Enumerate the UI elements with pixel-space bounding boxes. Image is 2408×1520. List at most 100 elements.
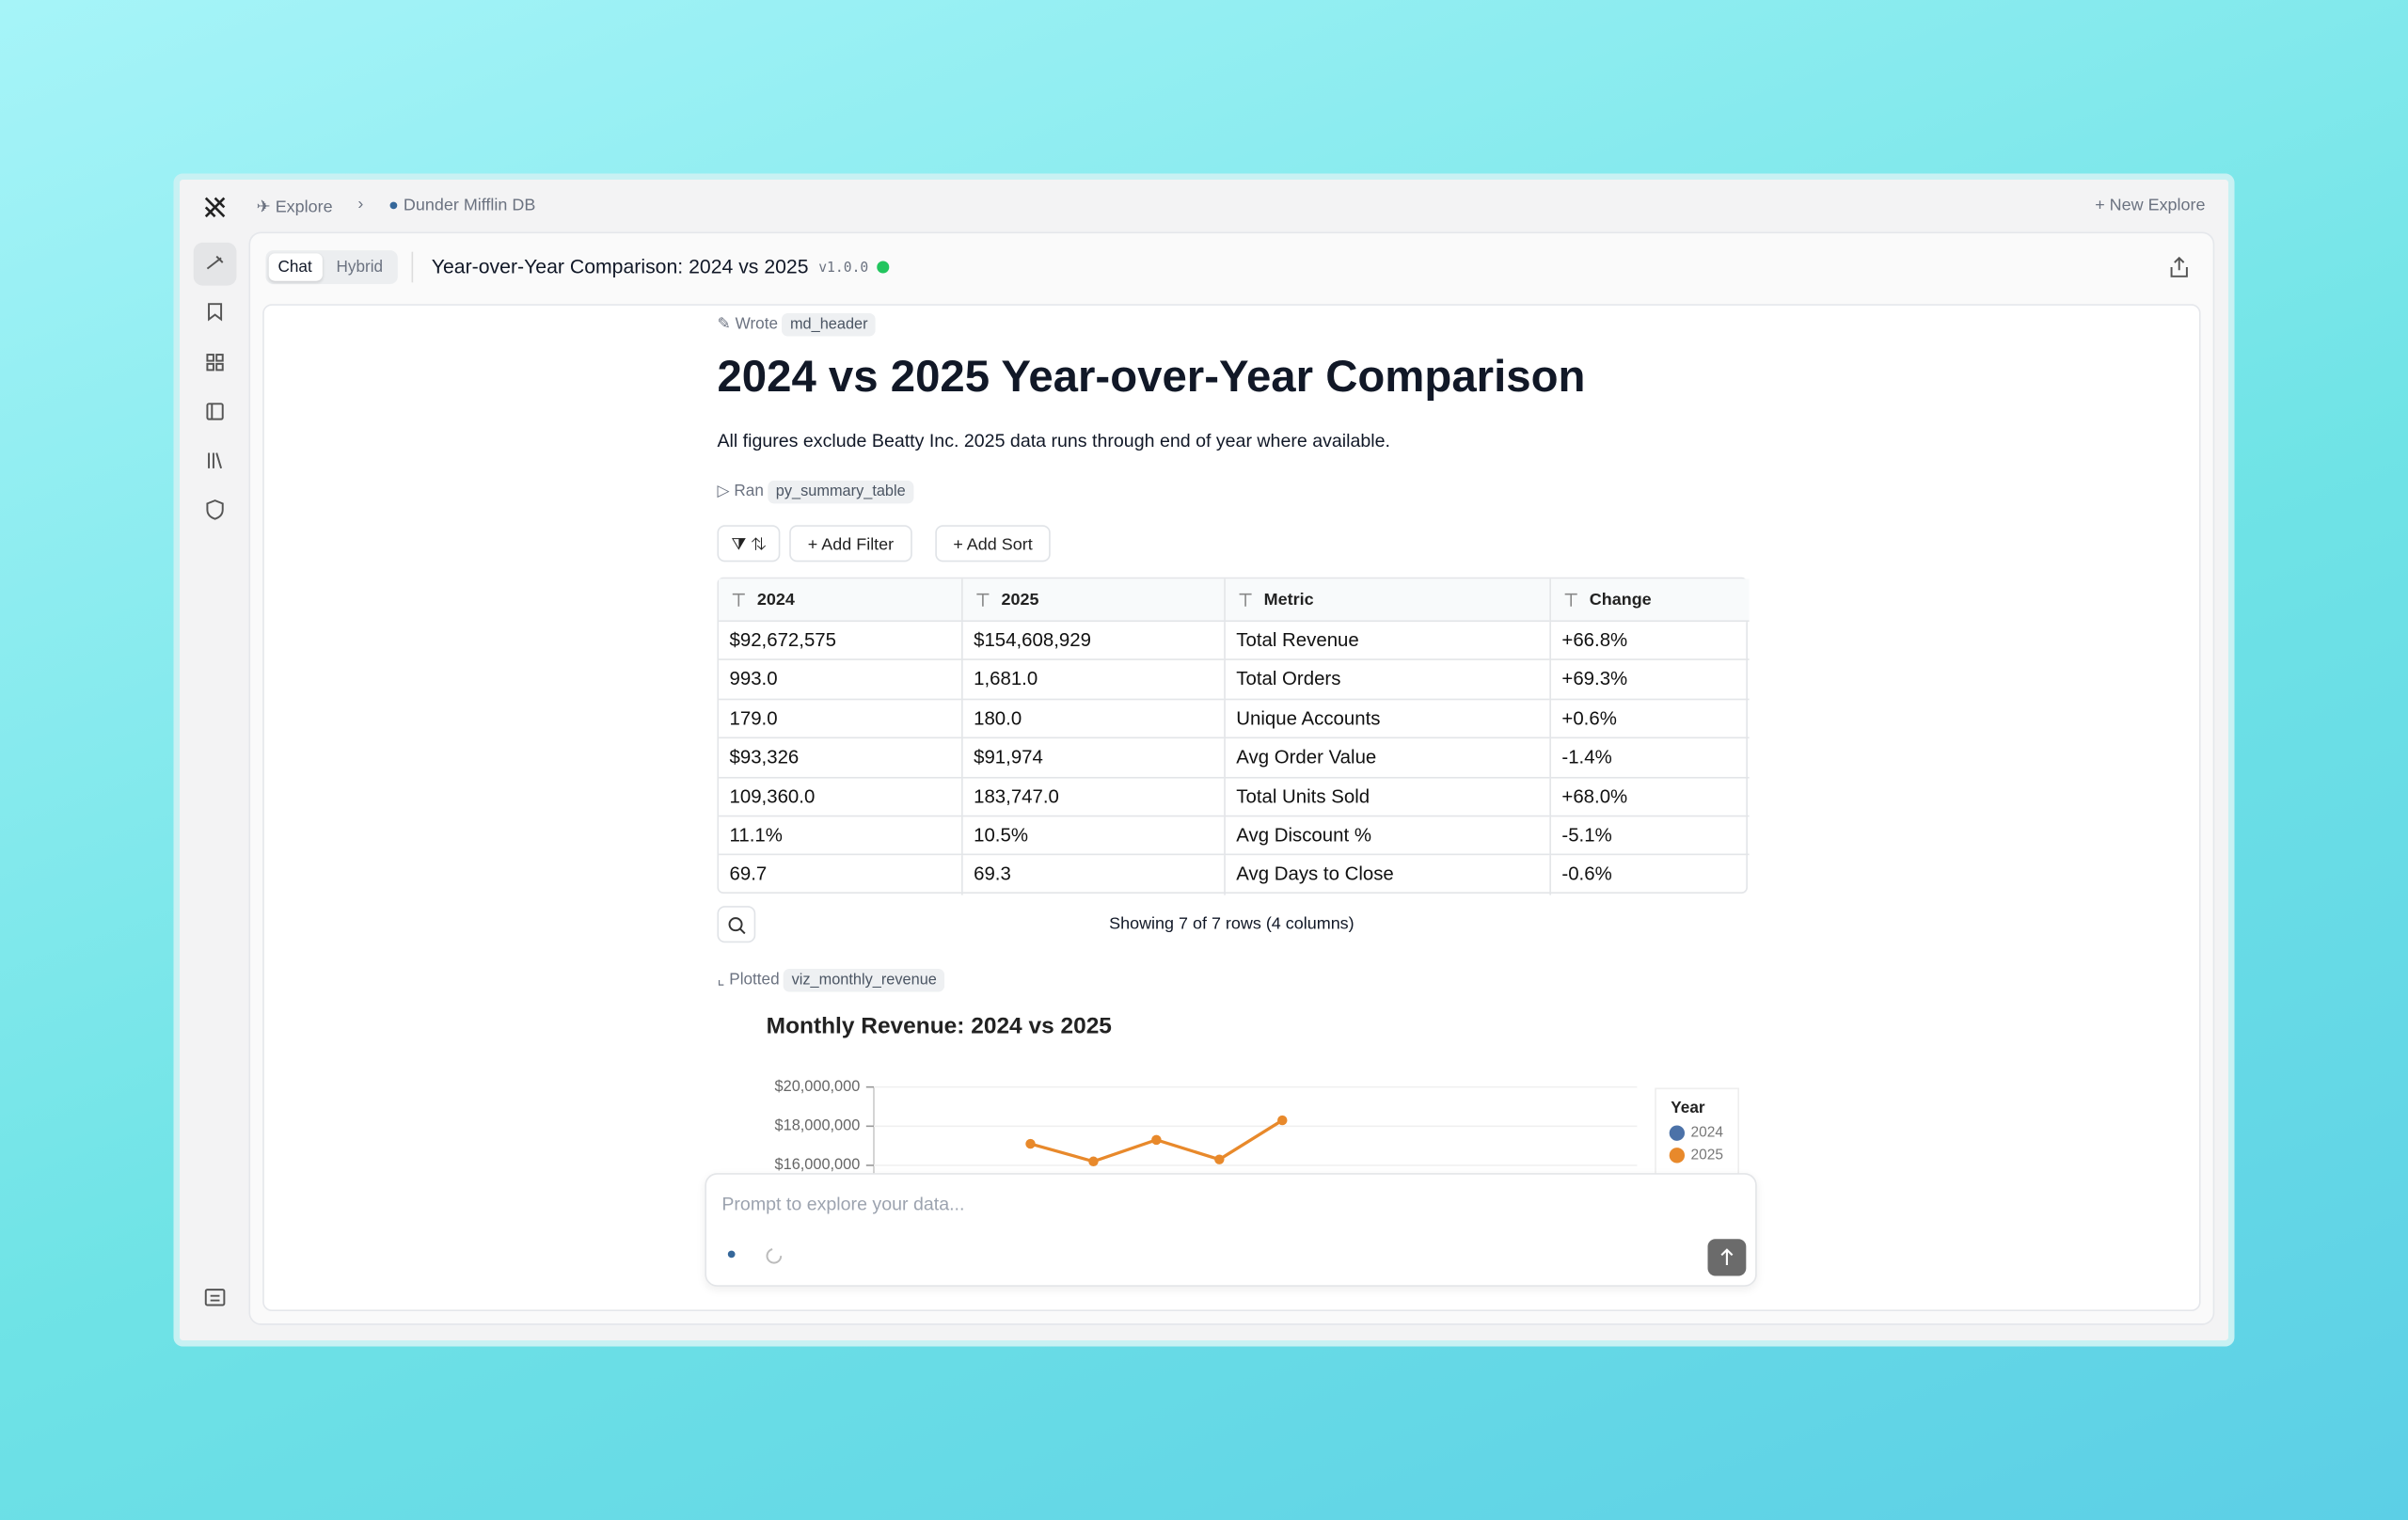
legend-title: Year [1671, 1098, 1705, 1116]
table-cell: 179.0 [719, 700, 962, 739]
spinner [766, 1247, 783, 1264]
table-cell: 11.1% [719, 816, 962, 856]
y-tick-label: $18,000,000 [775, 1117, 861, 1134]
step: ⌞ Plotted viz_monthly_revenue [717, 968, 945, 992]
table-cell: Avg Days to Close [1224, 855, 1549, 895]
column-header: Change [1549, 578, 1750, 623]
breadcrumb-text[interactable]: Dunder Mifflin DB [403, 196, 536, 215]
table-cell: $91,974 [961, 738, 1225, 778]
prompt-input[interactable]: Prompt to explore your data... [721, 1193, 965, 1215]
new-explore[interactable]: + New Explore [2095, 196, 2206, 215]
table-cell: 69.7 [729, 863, 768, 885]
column-name: 2024 [756, 591, 795, 610]
table-cell: 993.0 [719, 661, 962, 700]
type-icon [1239, 593, 1252, 607]
point [1088, 1156, 1099, 1166]
table-cell: $92,672,575 [719, 622, 962, 661]
legend-swatch [1669, 1125, 1686, 1141]
filter-sort-button[interactable]: ⧩ ⇅ [717, 525, 781, 562]
table-cell: 69.3 [961, 855, 1224, 895]
button-text[interactable]: Add Filter [821, 535, 895, 555]
send-button[interactable] [1707, 1239, 1747, 1276]
version: v1.0.0 [818, 261, 869, 277]
table-cell: Unique Accounts [1224, 700, 1550, 739]
point [1025, 1138, 1036, 1149]
chevron: › [357, 195, 364, 214]
table-cell: 180.0 [961, 700, 1225, 739]
column-header: 2024 [719, 578, 962, 623]
table-cell: -0.6% [1549, 855, 1749, 895]
sidebar-active[interactable] [193, 242, 237, 286]
chart: Monthly Revenue: 2024 vs 2025 Year $16,0… [767, 1013, 1739, 1205]
button-text[interactable]: Add Sort [966, 535, 1033, 555]
paragraph: All figures exclude Beatty Inc. 2025 dat… [717, 430, 1391, 451]
table-cell: 183,747.0 [961, 777, 1225, 817]
prompt-box[interactable] [705, 1173, 1757, 1287]
chart-title: Monthly Revenue: 2024 vs 2025 [767, 1013, 1112, 1038]
step-name: md_header [782, 312, 876, 337]
table-cell: +69.3% [1549, 660, 1750, 700]
heading: 2024 vs 2025 Year-over-Year Comparison [717, 353, 1586, 403]
sidebar-icons [204, 255, 226, 1306]
column-name: Change [1589, 591, 1652, 610]
search-icon [728, 917, 746, 935]
column-header: Metric [1224, 578, 1550, 623]
y-tick-label: $20,000,000 [775, 1078, 861, 1095]
tab[interactable]: Chat [277, 258, 312, 277]
point [1214, 1154, 1225, 1164]
type-icon [976, 593, 990, 607]
step-name: py_summary_table [768, 480, 913, 504]
table-cell: $93,326 [719, 738, 962, 778]
add-sort[interactable]: + Add Sort [935, 525, 1051, 562]
breadcrumb-text[interactable]: Explore [275, 198, 333, 217]
point [1151, 1134, 1162, 1146]
type-icon-path [732, 593, 745, 607]
separator [411, 251, 414, 283]
table-cell: $154,608,929 [961, 622, 1225, 661]
table-cell: -1.4% [1549, 738, 1750, 778]
breadcrumb[interactable]: ✈ Explore [256, 198, 333, 217]
status-dot [877, 261, 890, 274]
table-cell: 1,681.0 [961, 660, 1225, 700]
step-verb: Plotted [729, 970, 780, 990]
new-explore-text[interactable]: New Explore [2109, 196, 2206, 215]
table-cell: -5.1% [1549, 816, 1750, 856]
table-footer: Showing 7 of 7 rows (4 columns) [1109, 914, 1354, 934]
send-icon [1720, 1248, 1734, 1266]
table-cell: Total Revenue [1224, 622, 1550, 661]
plot: $16,000,000 $18,000,000 $20,000,000 [775, 1078, 1638, 1205]
add-filter[interactable]: + Add Filter [789, 525, 912, 562]
column-name: Metric [1263, 591, 1314, 610]
legend-label: 2025 [1691, 1147, 1723, 1163]
share[interactable] [2168, 256, 2190, 278]
tab-active[interactable] [268, 253, 323, 281]
table-cell: Total Units Sold [1224, 777, 1550, 817]
table-cell: +0.6% [1549, 700, 1750, 739]
column-name: 2025 [1001, 591, 1039, 610]
content-card: ✎ Wrote md_header 2024 vs 2025 Year-over… [262, 304, 2201, 1312]
table-cell: +66.8% [1549, 622, 1750, 661]
table-cell: 109,360.0 [719, 778, 962, 817]
type-icon-path [1239, 593, 1252, 607]
tab[interactable]: Hybrid [336, 258, 384, 277]
table-cell: +68.0% [1549, 777, 1750, 817]
breadcrumb[interactable]: ● Dunder Mifflin DB [388, 196, 536, 215]
type-icon-path [976, 593, 990, 607]
table-cell: Avg Order Value [1224, 738, 1550, 778]
type-icon [732, 593, 745, 607]
legend [1655, 1087, 1739, 1182]
table-cell: 10.5% [961, 816, 1225, 856]
db-icon[interactable]: ● [726, 1244, 737, 1264]
step: ✎ Wrote md_header [717, 312, 876, 337]
step-verb: Wrote [735, 314, 779, 334]
y-tick-label: $16,000,000 [775, 1156, 861, 1173]
column-header: 2025 [961, 578, 1225, 623]
step-verb: Ran [734, 482, 764, 501]
step: ▷ Ran py_summary_table [717, 480, 913, 504]
logo [204, 197, 226, 218]
search-button[interactable] [717, 906, 756, 943]
content: ✎ Wrote md_header 2024 vs 2025 Year-over… [264, 306, 2199, 1310]
legend-label: 2024 [1691, 1125, 1724, 1141]
explore-title: Year-over-Year Comparison: 2024 vs 2025 [431, 254, 809, 278]
